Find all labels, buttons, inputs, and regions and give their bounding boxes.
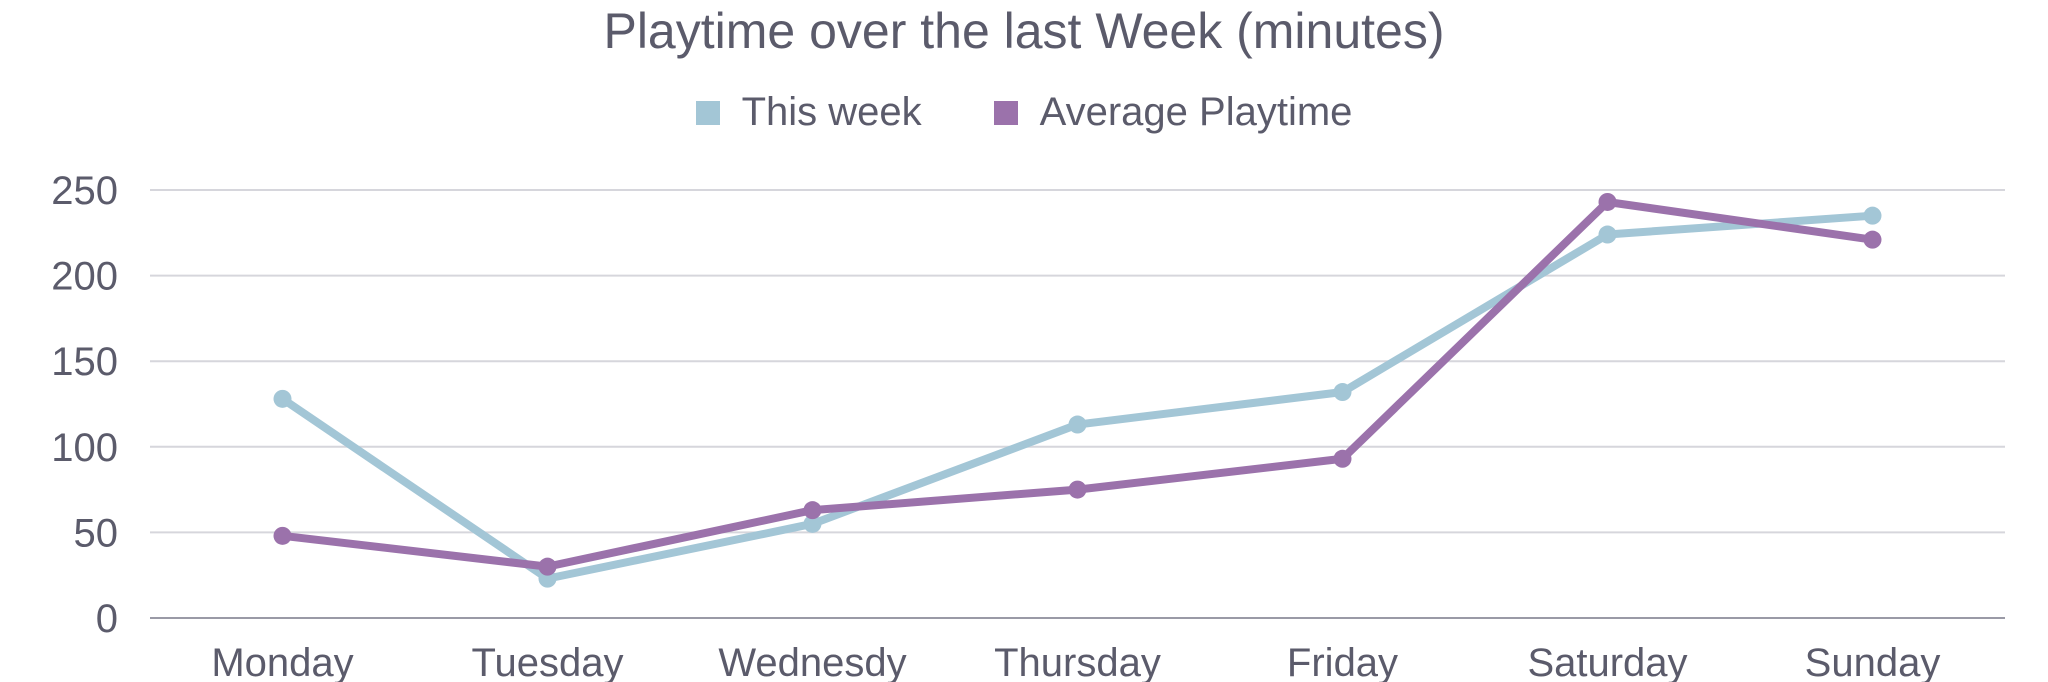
- data-point-this-week: [273, 389, 292, 408]
- data-point-this-week: [1598, 225, 1617, 244]
- legend-item-average-playtime: Average Playtime: [993, 90, 1353, 135]
- data-point-average-playtime: [273, 526, 292, 545]
- legend-item-this-week: This week: [695, 90, 922, 135]
- data-point-this-week: [1863, 206, 1882, 225]
- data-point-this-week: [803, 514, 822, 533]
- legend-swatch-average-playtime: [993, 100, 1018, 125]
- x-tick-label: Saturday: [1527, 641, 1687, 682]
- y-tick-label: 200: [51, 255, 118, 299]
- x-tick-label: Tuesday: [472, 641, 624, 682]
- data-point-this-week: [1333, 383, 1352, 402]
- x-tick-label: Thursday: [994, 641, 1161, 682]
- data-point-this-week: [1068, 415, 1087, 434]
- chart-title: Playtime over the last Week (minutes): [603, 3, 1445, 59]
- y-tick-label: 150: [51, 340, 118, 384]
- x-tick-label: Friday: [1287, 641, 1398, 682]
- legend: This week Average Playtime: [0, 90, 2048, 135]
- legend-label-this-week: This week: [741, 90, 922, 134]
- data-point-average-playtime: [1068, 480, 1087, 499]
- y-tick-label: 0: [96, 597, 118, 641]
- y-tick-label: 250: [51, 169, 118, 213]
- series-line-average-playtime: [278, 197, 1877, 571]
- data-point-average-playtime: [1333, 449, 1352, 468]
- data-point-average-playtime: [1598, 192, 1617, 211]
- data-point-average-playtime: [538, 557, 557, 576]
- y-tick-label: 100: [51, 426, 118, 470]
- data-point-average-playtime: [803, 501, 822, 520]
- x-tick-label: Monday: [211, 641, 353, 682]
- legend-swatch-this-week: [695, 100, 720, 125]
- x-tick-label: Sunday: [1805, 641, 1941, 682]
- legend-label-average-playtime: Average Playtime: [1039, 90, 1353, 134]
- y-tick-label: 50: [74, 511, 119, 555]
- data-point-average-playtime: [1863, 230, 1882, 249]
- x-tick-label: Wednesdy: [718, 641, 906, 682]
- series-line-this-week: [278, 211, 1877, 583]
